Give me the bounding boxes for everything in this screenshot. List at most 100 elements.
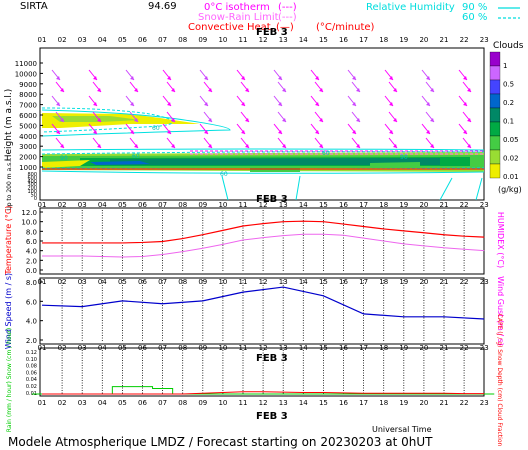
- wind-arrowhead: [204, 76, 208, 80]
- hour-tick-label: 23: [480, 344, 489, 352]
- height-tick-label-low: 800: [27, 172, 37, 178]
- hour-tick-label: 03: [78, 344, 87, 352]
- snow-rain-label: Snow-Rain Limit: [198, 12, 279, 23]
- hour-tick-label: 01: [38, 344, 47, 352]
- series-line-temperature-0: [42, 220, 485, 244]
- wind-arrowhead: [352, 76, 356, 80]
- colorbar-swatch: [489, 149, 501, 165]
- wind-arrowhead: [241, 130, 245, 134]
- rain-ytick-label: 0.06: [26, 370, 37, 376]
- gust-ylabel: Wind Gust (m / s): [496, 276, 505, 346]
- wind-arrowhead: [171, 118, 175, 122]
- hour-tick-label: 04: [98, 278, 107, 286]
- hour-tick-label: 18: [379, 344, 388, 352]
- hour-tick-label: 07: [158, 201, 167, 209]
- height-tick-label-low: 100: [27, 189, 37, 195]
- height-tick-label: 10000: [15, 70, 37, 78]
- hour-tick-label: 19: [399, 201, 408, 209]
- hour-tick-label: 16: [339, 201, 348, 209]
- rh-contours: [41, 107, 485, 201]
- rh-contour-label: 60: [322, 150, 330, 157]
- rh-contour-label: 60: [132, 153, 140, 160]
- date-label-3: FEB 3: [256, 353, 288, 364]
- wind-arrowhead: [93, 102, 97, 106]
- cloud-ylabel: Height (m a.s.l.): [4, 89, 14, 162]
- colorbar-tick-label: 1: [503, 62, 507, 70]
- hour-tick-label: 04: [98, 201, 107, 209]
- hour-tick-label: 11: [239, 36, 248, 44]
- hour-tick-label: 03: [78, 36, 87, 44]
- coords-label: 94.69: [148, 1, 177, 12]
- date-label-top: FEB 3: [256, 27, 288, 38]
- site-name: SIRTA: [20, 1, 48, 12]
- wind-arrowhead: [315, 76, 319, 80]
- convective-symbol: (—): [276, 22, 294, 33]
- hour-tick-label: 10: [218, 201, 227, 209]
- height-tick-label: 7000: [19, 102, 37, 110]
- hour-tick-label: 07: [158, 399, 167, 407]
- panel-ytick-label: 12.0: [21, 209, 37, 217]
- wind-arrowhead: [97, 88, 101, 92]
- hour-tick-label: 11: [239, 344, 248, 352]
- hour-tick-label: 05: [118, 399, 127, 407]
- panel-ytick-label: 6.0: [26, 238, 37, 246]
- wind-arrowhead: [60, 144, 64, 148]
- hour-tick-label: 18: [379, 278, 388, 286]
- hour-tick-label: 03: [78, 399, 87, 407]
- height-tick-label-low: 400: [27, 179, 37, 185]
- hour-tick-label: 06: [138, 201, 147, 209]
- hour-tick-label: 02: [58, 278, 67, 286]
- hour-tick-label: 17: [359, 36, 368, 44]
- series-line-temperature-1: [42, 233, 485, 258]
- hour-tick-label: 17: [359, 344, 368, 352]
- hour-tick-label: 08: [178, 201, 187, 209]
- hour-tick-label: 22: [460, 399, 469, 407]
- hour-tick-label: 09: [198, 344, 207, 352]
- wind-arrowhead: [134, 88, 138, 92]
- height-tick-label: 9000: [19, 81, 37, 89]
- hour-tick-label: 04: [98, 399, 107, 407]
- wind-arrowhead: [130, 102, 134, 106]
- colorbar-swatch: [489, 121, 501, 137]
- colorbar-swatch: [489, 65, 501, 81]
- hour-tick-label: 12: [259, 36, 268, 44]
- panel-ytick-label: 6.0: [26, 298, 37, 306]
- hour-tick-label: 16: [339, 344, 348, 352]
- colorbar-swatch: [489, 135, 501, 151]
- hour-tick-label: 21: [440, 278, 449, 286]
- rh-contour-label: 90: [400, 154, 408, 161]
- hour-tick-label: 21: [440, 201, 449, 209]
- wind-arrowhead: [56, 102, 60, 106]
- wind-arrowhead: [463, 130, 467, 134]
- panel-ytick-label: 8.0: [26, 279, 37, 287]
- hour-tick-label: 09: [198, 399, 207, 407]
- panel-ytick-label: 0.0: [26, 267, 37, 275]
- hour-tick-label: 04: [98, 344, 107, 352]
- hour-tick-label: 12: [259, 399, 268, 407]
- utc-label: Universal Time: [372, 425, 432, 434]
- wind-arrowhead: [319, 88, 323, 92]
- wind-arrowhead: [167, 76, 171, 80]
- wind-arrowhead: [356, 88, 360, 92]
- wind-arrowhead: [467, 88, 471, 92]
- height-tick-label: 1000: [19, 164, 37, 172]
- hour-tick-label: 18: [379, 399, 388, 407]
- hour-tick-label: 12: [259, 278, 268, 286]
- hour-tick-label: 14: [299, 278, 308, 286]
- panel-ytick-label: 8.0: [26, 228, 37, 236]
- rain-ytick-label: 0.02: [26, 384, 37, 390]
- wind-arrowhead: [97, 118, 101, 122]
- wind-arrowhead: [315, 102, 319, 106]
- convective-unit: (°C/minute): [316, 22, 375, 33]
- hour-tick-label: 13: [279, 201, 288, 209]
- hour-tick-label: 10: [218, 36, 227, 44]
- wind-arrowhead: [93, 76, 97, 80]
- hour-tick-label: 08: [178, 399, 187, 407]
- rain-ylabel: Rain (mm / hour) Snow (cm / hour): [6, 328, 13, 432]
- hour-tick-label: 08: [178, 278, 187, 286]
- wind-arrowhead: [426, 102, 430, 106]
- hour-tick-label: 19: [399, 399, 408, 407]
- hour-tick-label: 05: [118, 36, 127, 44]
- temperature-ylabel: Temperature (°C): [4, 205, 13, 275]
- hour-tick-label: 14: [299, 399, 308, 407]
